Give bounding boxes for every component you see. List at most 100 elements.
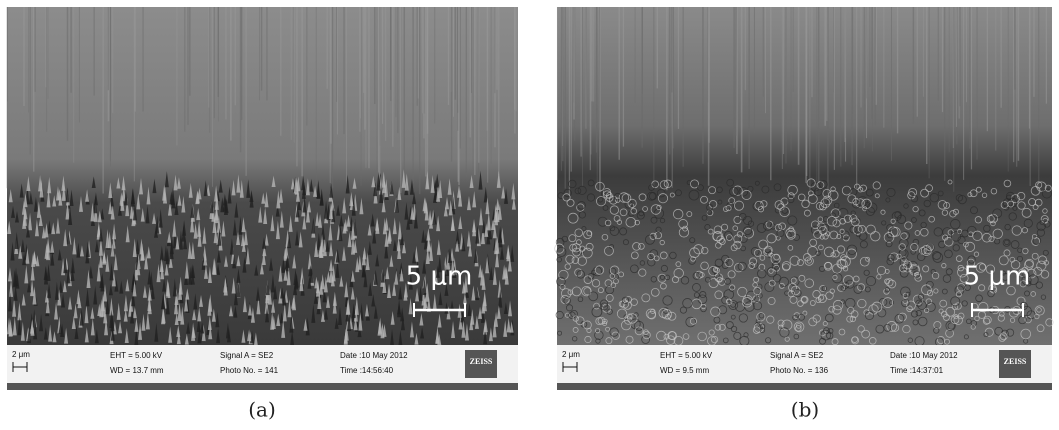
texture [54, 301, 59, 320]
texture [382, 217, 387, 235]
texture [94, 328, 99, 344]
texture [481, 272, 486, 290]
texture [604, 219, 612, 227]
texture [422, 259, 427, 274]
texture [650, 204, 662, 215]
scale-bar-label: 5 μm [406, 262, 473, 292]
texture [693, 244, 704, 255]
texture [98, 253, 103, 268]
texture [223, 276, 228, 293]
texture [20, 321, 25, 341]
texture [842, 234, 850, 242]
texture [488, 327, 493, 342]
texture [857, 325, 865, 333]
texture [214, 185, 219, 202]
texture [165, 295, 170, 315]
texture [954, 285, 965, 296]
texture [781, 261, 792, 271]
texture [65, 200, 70, 220]
texture [492, 318, 497, 338]
texture [887, 253, 895, 262]
texture [994, 326, 1004, 336]
texture [316, 232, 321, 251]
texture [964, 241, 976, 252]
texture [183, 235, 188, 250]
texture [609, 273, 615, 279]
texture [568, 311, 576, 319]
texture [437, 255, 442, 273]
texture [444, 283, 449, 296]
texture [480, 308, 485, 323]
texture [61, 184, 66, 201]
texture [108, 284, 113, 296]
texture [228, 305, 233, 317]
texture [250, 330, 255, 344]
texture [828, 190, 839, 201]
texture [896, 253, 902, 259]
texture [491, 218, 496, 231]
texture [351, 196, 356, 216]
texture [743, 226, 753, 236]
texture [915, 310, 922, 317]
texture [365, 252, 370, 270]
texture [778, 282, 785, 289]
texture [313, 292, 318, 304]
texture [113, 253, 118, 271]
texture [442, 264, 447, 283]
texture [970, 320, 977, 327]
texture [88, 265, 93, 279]
texture [641, 335, 651, 344]
texture [1026, 268, 1037, 279]
texture [890, 323, 900, 332]
texture [698, 272, 705, 278]
texture [738, 187, 749, 197]
texture [1035, 181, 1043, 189]
texture [770, 253, 781, 265]
texture [404, 173, 409, 191]
texture [77, 296, 82, 309]
texture [207, 315, 212, 330]
texture [691, 298, 702, 310]
texture [924, 242, 935, 253]
texture [650, 288, 660, 297]
texture [765, 220, 774, 229]
texture [73, 303, 78, 319]
texture [469, 317, 474, 331]
texture [326, 271, 331, 283]
texture [825, 313, 834, 323]
texture [920, 221, 927, 229]
texture [70, 267, 75, 282]
texture [655, 226, 662, 233]
texture [609, 225, 616, 232]
texture [489, 266, 494, 281]
texture [725, 321, 734, 329]
texture [653, 255, 660, 262]
texture [829, 288, 835, 294]
texture [345, 174, 350, 194]
texture [123, 294, 128, 312]
texture [350, 221, 355, 240]
texture [436, 185, 441, 202]
texture [714, 258, 724, 268]
texture [787, 196, 795, 204]
texture [932, 251, 941, 260]
texture [242, 257, 247, 273]
texture [373, 182, 378, 197]
texture [132, 238, 137, 257]
texture [22, 209, 27, 226]
texture [259, 262, 264, 275]
texture [58, 192, 63, 206]
texture [699, 291, 707, 299]
texture [625, 335, 634, 344]
texture [737, 286, 748, 298]
texture [14, 210, 19, 223]
texture [777, 319, 785, 327]
texture [485, 196, 490, 215]
texture [707, 228, 714, 235]
texture [865, 224, 876, 235]
texture [121, 185, 126, 202]
texture [145, 205, 150, 224]
texture [121, 175, 126, 191]
texture [241, 217, 246, 233]
texture [58, 280, 63, 293]
